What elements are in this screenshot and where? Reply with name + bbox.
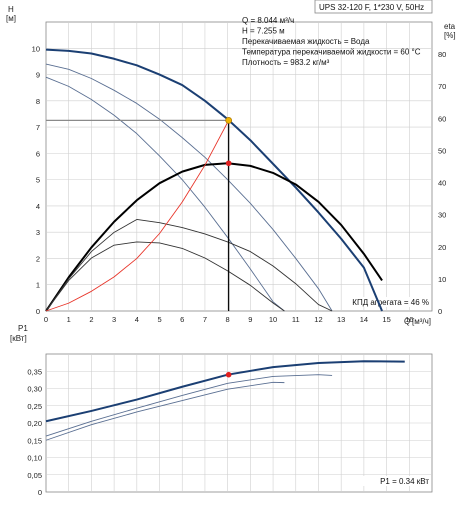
h-tick-label: 9	[36, 71, 40, 80]
eta-tick-label: 70	[438, 82, 446, 91]
duty-point-marker	[225, 116, 233, 124]
eta-tick-label: 50	[438, 146, 446, 155]
info-line: Температура перекачиваемой жидкости = 60…	[242, 48, 421, 57]
x-tick-label: 14	[360, 315, 368, 324]
h-tick-label: 10	[32, 44, 40, 53]
efficiency-point-marker	[225, 160, 232, 167]
efficiency-label-bg	[346, 297, 430, 307]
info-line: Плотность = 983.2 кг/м³	[242, 58, 330, 67]
x-tick-label: 9	[248, 315, 252, 324]
x-tick-label: 6	[180, 315, 184, 324]
h-tick-label: 1	[36, 281, 40, 290]
info-line: Перекачиваемая жидкость = Вода	[242, 37, 370, 46]
curve-h-6	[45, 120, 230, 312]
curve-h-1	[45, 63, 333, 312]
curve-p1-1	[45, 374, 333, 437]
efficiency-label: КПД агрегата = 46 %	[352, 298, 429, 307]
power-point-marker	[225, 371, 232, 378]
x-tick-label: 0	[44, 315, 48, 324]
power-label-bg	[358, 476, 430, 486]
p1-tick-label: 0,05	[27, 471, 42, 480]
p1-tick-label: 0,10	[27, 454, 42, 463]
x-tick-label: 4	[135, 315, 139, 324]
curve-p1-2	[45, 381, 285, 441]
p1-axis-unit: [кВт]	[10, 334, 27, 343]
h-axis-unit: [м]	[6, 14, 16, 23]
x-tick-label: 7	[203, 315, 207, 324]
p1-tick-label: 0,35	[27, 367, 42, 376]
q-axis-label: Q	[404, 317, 410, 326]
curve-eta-3	[45, 162, 383, 312]
x-tick-label: 13	[337, 315, 345, 324]
x-tick-label: 15	[382, 315, 390, 324]
p1-tick-label: 0	[38, 488, 42, 497]
h-tick-label: 3	[36, 228, 40, 237]
h-tick-label: 2	[36, 254, 40, 263]
p1-tick-label: 0,30	[27, 385, 42, 394]
h-tick-label: 4	[36, 202, 40, 211]
x-tick-label: 12	[314, 315, 322, 324]
curve-eta-4	[45, 219, 333, 312]
power-label: P1 = 0.34 кВт	[380, 477, 429, 486]
p1-axis-label: P1	[18, 324, 28, 333]
title-box	[314, 0, 433, 14]
info-line: H = 7.255 м	[242, 27, 285, 36]
eta-tick-label: 80	[438, 50, 446, 59]
q-axis-unit: [м³/ч]	[412, 317, 431, 326]
p1-tick-label: 0,15	[27, 436, 42, 445]
h-tick-label: 7	[36, 123, 40, 132]
x-tick-label: 11	[292, 315, 300, 324]
x-tick-label: 1	[67, 315, 71, 324]
h-tick-label: 5	[36, 176, 40, 185]
eta-axis-unit: [%]	[444, 31, 456, 40]
eta-tick-label: 20	[438, 243, 446, 252]
curve-h-0	[45, 48, 383, 312]
eta-axis-label: eta	[444, 22, 456, 31]
info-line: Q = 8.044 м³/ч	[242, 16, 294, 25]
x-tick-label: 8	[226, 315, 230, 324]
x-tick-label: 2	[89, 315, 93, 324]
eta-tick-label: 10	[438, 275, 446, 284]
curve-h-2	[45, 76, 285, 312]
eta-tick-label: 60	[438, 114, 446, 123]
x-tick-label: 5	[157, 315, 161, 324]
x-tick-label: 10	[269, 315, 277, 324]
eta-tick-label: 30	[438, 211, 446, 220]
curve-eta-5	[45, 241, 285, 312]
x-tick-label: 16	[405, 315, 413, 324]
eta-tick-label: 0	[438, 307, 442, 316]
eta-tick-label: 40	[438, 179, 446, 188]
h-tick-label: 8	[36, 97, 40, 106]
h-axis-label: H	[8, 5, 14, 14]
x-tick-label: 3	[112, 315, 116, 324]
h-tick-label: 0	[36, 307, 40, 316]
top-plot-frame	[45, 21, 433, 312]
p1-tick-label: 0,25	[27, 402, 42, 411]
p1-tick-label: 0,20	[27, 419, 42, 428]
chart-title: UPS 32-120 F, 1*230 V, 50Hz	[319, 3, 424, 12]
h-tick-label: 6	[36, 149, 40, 158]
